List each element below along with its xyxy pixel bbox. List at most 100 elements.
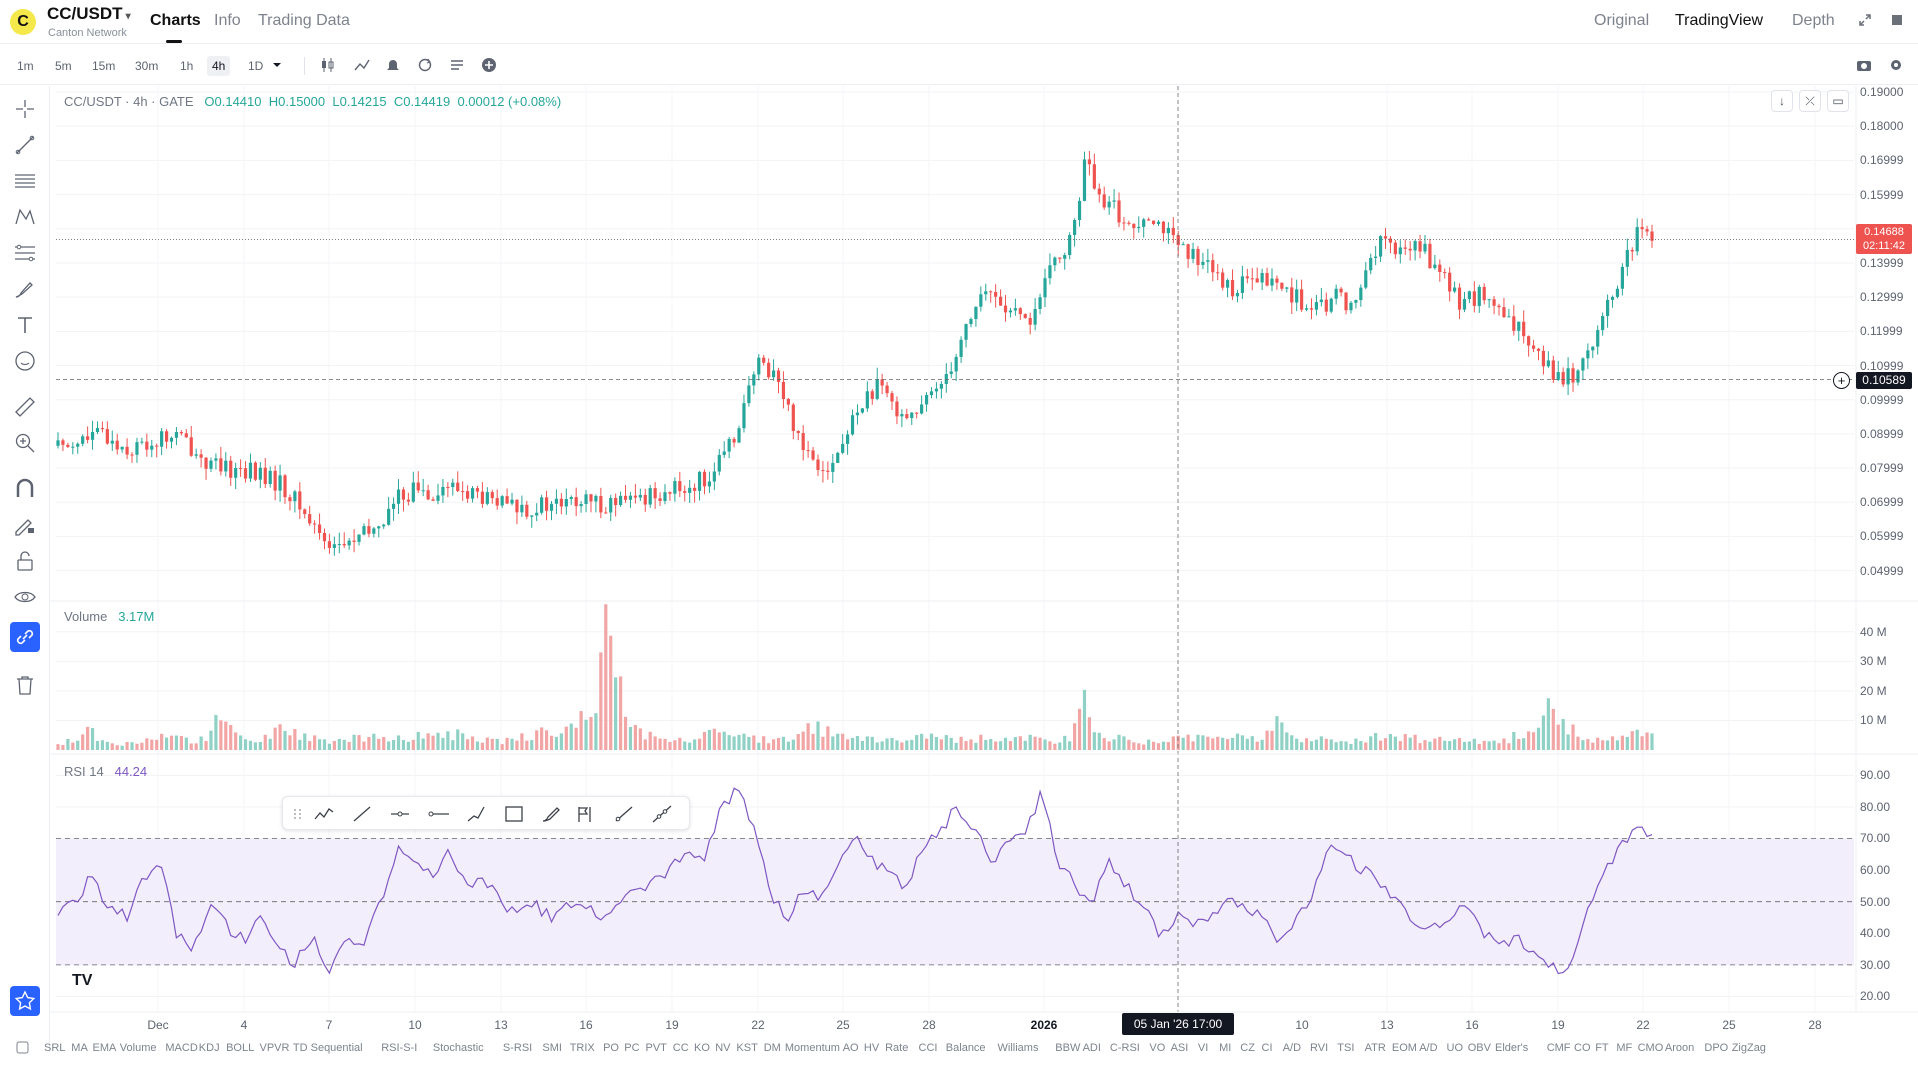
ray-icon[interactable]: [613, 804, 635, 824]
indicator-item[interactable]: Rate: [885, 1042, 909, 1054]
line-icon[interactable]: [351, 804, 373, 824]
drag-handle-icon[interactable]: [287, 804, 301, 824]
indicator-item[interactable]: ATR: [1364, 1042, 1386, 1054]
tab-original[interactable]: Original: [1594, 12, 1650, 29]
indicator-item[interactable]: PO: [603, 1042, 619, 1054]
download-icon[interactable]: ↓: [1771, 90, 1793, 112]
indicator-item[interactable]: MA: [71, 1042, 88, 1054]
indicator-item[interactable]: Balance: [945, 1042, 986, 1054]
indicator-item[interactable]: VO: [1149, 1042, 1166, 1054]
replay-icon[interactable]: [416, 56, 434, 74]
indicator-item[interactable]: CZ: [1240, 1042, 1255, 1054]
indicator-item[interactable]: ADI: [1082, 1042, 1101, 1054]
magnet-icon[interactable]: [10, 474, 40, 504]
indicator-item[interactable]: CCI: [918, 1042, 938, 1054]
timeframe-1D[interactable]: 1D: [248, 59, 264, 73]
indicator-item[interactable]: S-RSI: [502, 1042, 533, 1054]
camera-icon[interactable]: [1855, 56, 1873, 74]
indicator-item[interactable]: AO: [842, 1042, 859, 1054]
indicator-item[interactable]: ZigZag: [1731, 1042, 1766, 1054]
indicator-item[interactable]: OBV: [1467, 1042, 1491, 1054]
text-icon[interactable]: [10, 310, 40, 340]
timeframe-30m[interactable]: 30m: [135, 59, 159, 73]
chevron-down-icon[interactable]: [271, 58, 289, 76]
indicator-item[interactable]: KST: [736, 1042, 758, 1054]
zigzag-icon[interactable]: [313, 804, 335, 824]
indicators-icon[interactable]: [353, 56, 371, 74]
timeframe-1h[interactable]: 1h: [180, 59, 194, 73]
timeframe-4h[interactable]: 4h: [207, 56, 231, 76]
indicator-item[interactable]: PVT: [645, 1042, 667, 1054]
trend-line-icon[interactable]: [10, 130, 40, 160]
tab-tradingview[interactable]: TradingView: [1675, 12, 1764, 29]
fib-icon[interactable]: [10, 238, 40, 268]
checkbox-icon[interactable]: [16, 1041, 29, 1057]
indicator-item[interactable]: SMI: [542, 1042, 562, 1054]
link-icon[interactable]: [10, 622, 40, 652]
rectangle-icon[interactable]: [503, 804, 525, 824]
indicator-item[interactable]: FT: [1595, 1042, 1609, 1054]
horizontal-line-icon[interactable]: [427, 804, 449, 824]
indicator-item[interactable]: Volume: [119, 1042, 157, 1054]
lock-icon[interactable]: [10, 546, 40, 576]
indicator-item[interactable]: BBW: [1055, 1042, 1081, 1054]
pattern-icon[interactable]: [10, 202, 40, 232]
indicator-item[interactable]: Williams: [997, 1042, 1039, 1054]
tab-info[interactable]: Info: [214, 12, 241, 29]
zoom-in-icon[interactable]: [10, 428, 40, 458]
indicator-item[interactable]: DPO: [1704, 1042, 1729, 1054]
alert-icon[interactable]: [384, 56, 402, 74]
path-icon[interactable]: [465, 804, 487, 824]
tab-charts[interactable]: Charts: [150, 12, 201, 29]
indicator-item[interactable]: Stochastic: [432, 1042, 484, 1054]
ruler-icon[interactable]: [10, 392, 40, 422]
indicator-item[interactable]: DM: [763, 1042, 781, 1054]
indicator-item[interactable]: EOM: [1391, 1042, 1417, 1054]
indicator-item[interactable]: KO: [694, 1042, 710, 1054]
indicator-item[interactable]: CI: [1261, 1042, 1273, 1054]
eye-icon[interactable]: [10, 582, 40, 612]
indicator-item[interactable]: C-RSI: [1109, 1042, 1140, 1054]
indicator-item[interactable]: Elder's: [1495, 1042, 1529, 1054]
candle-type-icon[interactable]: [319, 56, 337, 74]
horizontal-lines-icon[interactable]: [10, 166, 40, 196]
indicator-item[interactable]: CO: [1574, 1042, 1591, 1054]
indicator-item[interactable]: TD Sequential: [292, 1042, 363, 1054]
add-icon[interactable]: [480, 56, 498, 74]
maximize-pane-icon[interactable]: ▭: [1827, 90, 1849, 112]
indicator-item[interactable]: TRIX: [569, 1042, 595, 1054]
indicator-item[interactable]: CMF: [1546, 1042, 1571, 1054]
brush-icon[interactable]: [10, 274, 40, 304]
stop-square-icon[interactable]: [1889, 13, 1905, 29]
brush-icon[interactable]: [541, 804, 563, 824]
pencil-lock-icon[interactable]: [10, 510, 40, 540]
indicator-item[interactable]: RSI-S-I: [381, 1042, 418, 1054]
indicator-item[interactable]: Momentum: [784, 1042, 840, 1054]
timeframe-5m[interactable]: 5m: [55, 59, 72, 73]
timeframe-15m[interactable]: 15m: [92, 59, 116, 73]
indicator-item[interactable]: NV: [715, 1042, 731, 1054]
indicator-item[interactable]: KDJ: [198, 1042, 220, 1054]
add-alert-icon[interactable]: +: [1833, 371, 1850, 389]
indicator-item[interactable]: VPVR: [259, 1042, 290, 1054]
indicator-item[interactable]: EMA: [92, 1042, 117, 1054]
settings-list-icon[interactable]: [448, 56, 466, 74]
tab-trading-data[interactable]: Trading Data: [258, 12, 350, 29]
indicator-item[interactable]: MF: [1616, 1042, 1633, 1054]
indicator-item[interactable]: MI: [1219, 1042, 1232, 1054]
flag-icon[interactable]: [575, 804, 597, 824]
indicator-item[interactable]: ASI: [1170, 1042, 1189, 1054]
indicator-item[interactable]: SRL: [44, 1042, 66, 1054]
indicator-item[interactable]: UO: [1446, 1042, 1464, 1054]
emoji-icon[interactable]: [10, 346, 40, 376]
gear-icon[interactable]: [1887, 56, 1905, 74]
collapse-icon[interactable]: ⤫: [1799, 90, 1821, 112]
indicator-item[interactable]: PC: [624, 1042, 640, 1054]
indicator-item[interactable]: Aroon: [1664, 1042, 1695, 1054]
indicator-item[interactable]: CMO: [1637, 1042, 1664, 1054]
pair-selector[interactable]: CC/USDT ▾: [47, 4, 131, 24]
indicator-item[interactable]: A/D: [1282, 1042, 1302, 1054]
indicator-item[interactable]: VI: [1197, 1042, 1209, 1054]
expand-icon[interactable]: [1857, 13, 1873, 29]
chart-canvas[interactable]: [50, 86, 1918, 1038]
